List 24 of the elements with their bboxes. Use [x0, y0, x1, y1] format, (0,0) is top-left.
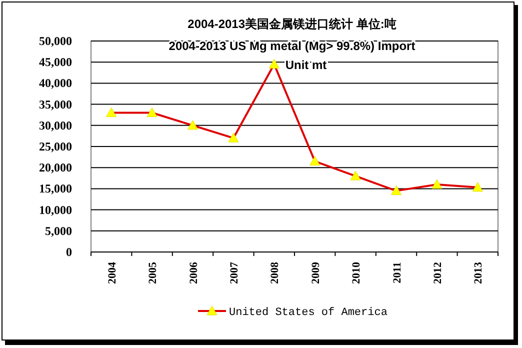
x-tick-label: 2007: [228, 262, 240, 284]
legend-label: United States of America: [229, 307, 388, 319]
y-tick-label: 25,000: [39, 140, 72, 154]
y-tick-label: 15,000: [39, 182, 72, 196]
x-tick-label: 2012: [432, 262, 444, 284]
y-tick-label: 30,000: [39, 118, 72, 132]
x-tick-label: 2004: [106, 262, 118, 284]
x-tick-label: 2008: [269, 262, 282, 284]
chart-title: 2004-2013美国金属镁进口统计 单位:吨: [188, 17, 396, 31]
y-tick-label: 40,000: [39, 76, 72, 90]
y-tick-label: 45,000: [39, 55, 72, 70]
x-tick-label: 2013: [472, 262, 485, 284]
text: 2004-2013 US Mg metal (Mg> 99.8%) Import Unit mt: [168, 39, 416, 72]
x-tick-label: 2009: [310, 262, 322, 284]
x-tick-label: 2010: [350, 262, 363, 284]
x-tick-label: 2006: [188, 262, 200, 284]
y-tick-label: 5,000: [45, 224, 72, 238]
y-tick-label: 50,000: [39, 34, 72, 48]
x-tick-label: 2005: [147, 262, 160, 284]
x-tick-label: 2011: [391, 262, 404, 284]
y-tick-label: 10,000: [39, 202, 72, 217]
y-tick-label: 20,000: [39, 160, 72, 175]
y-tick-label: 35,000: [39, 97, 72, 112]
y-tick-label: 0: [66, 245, 72, 259]
